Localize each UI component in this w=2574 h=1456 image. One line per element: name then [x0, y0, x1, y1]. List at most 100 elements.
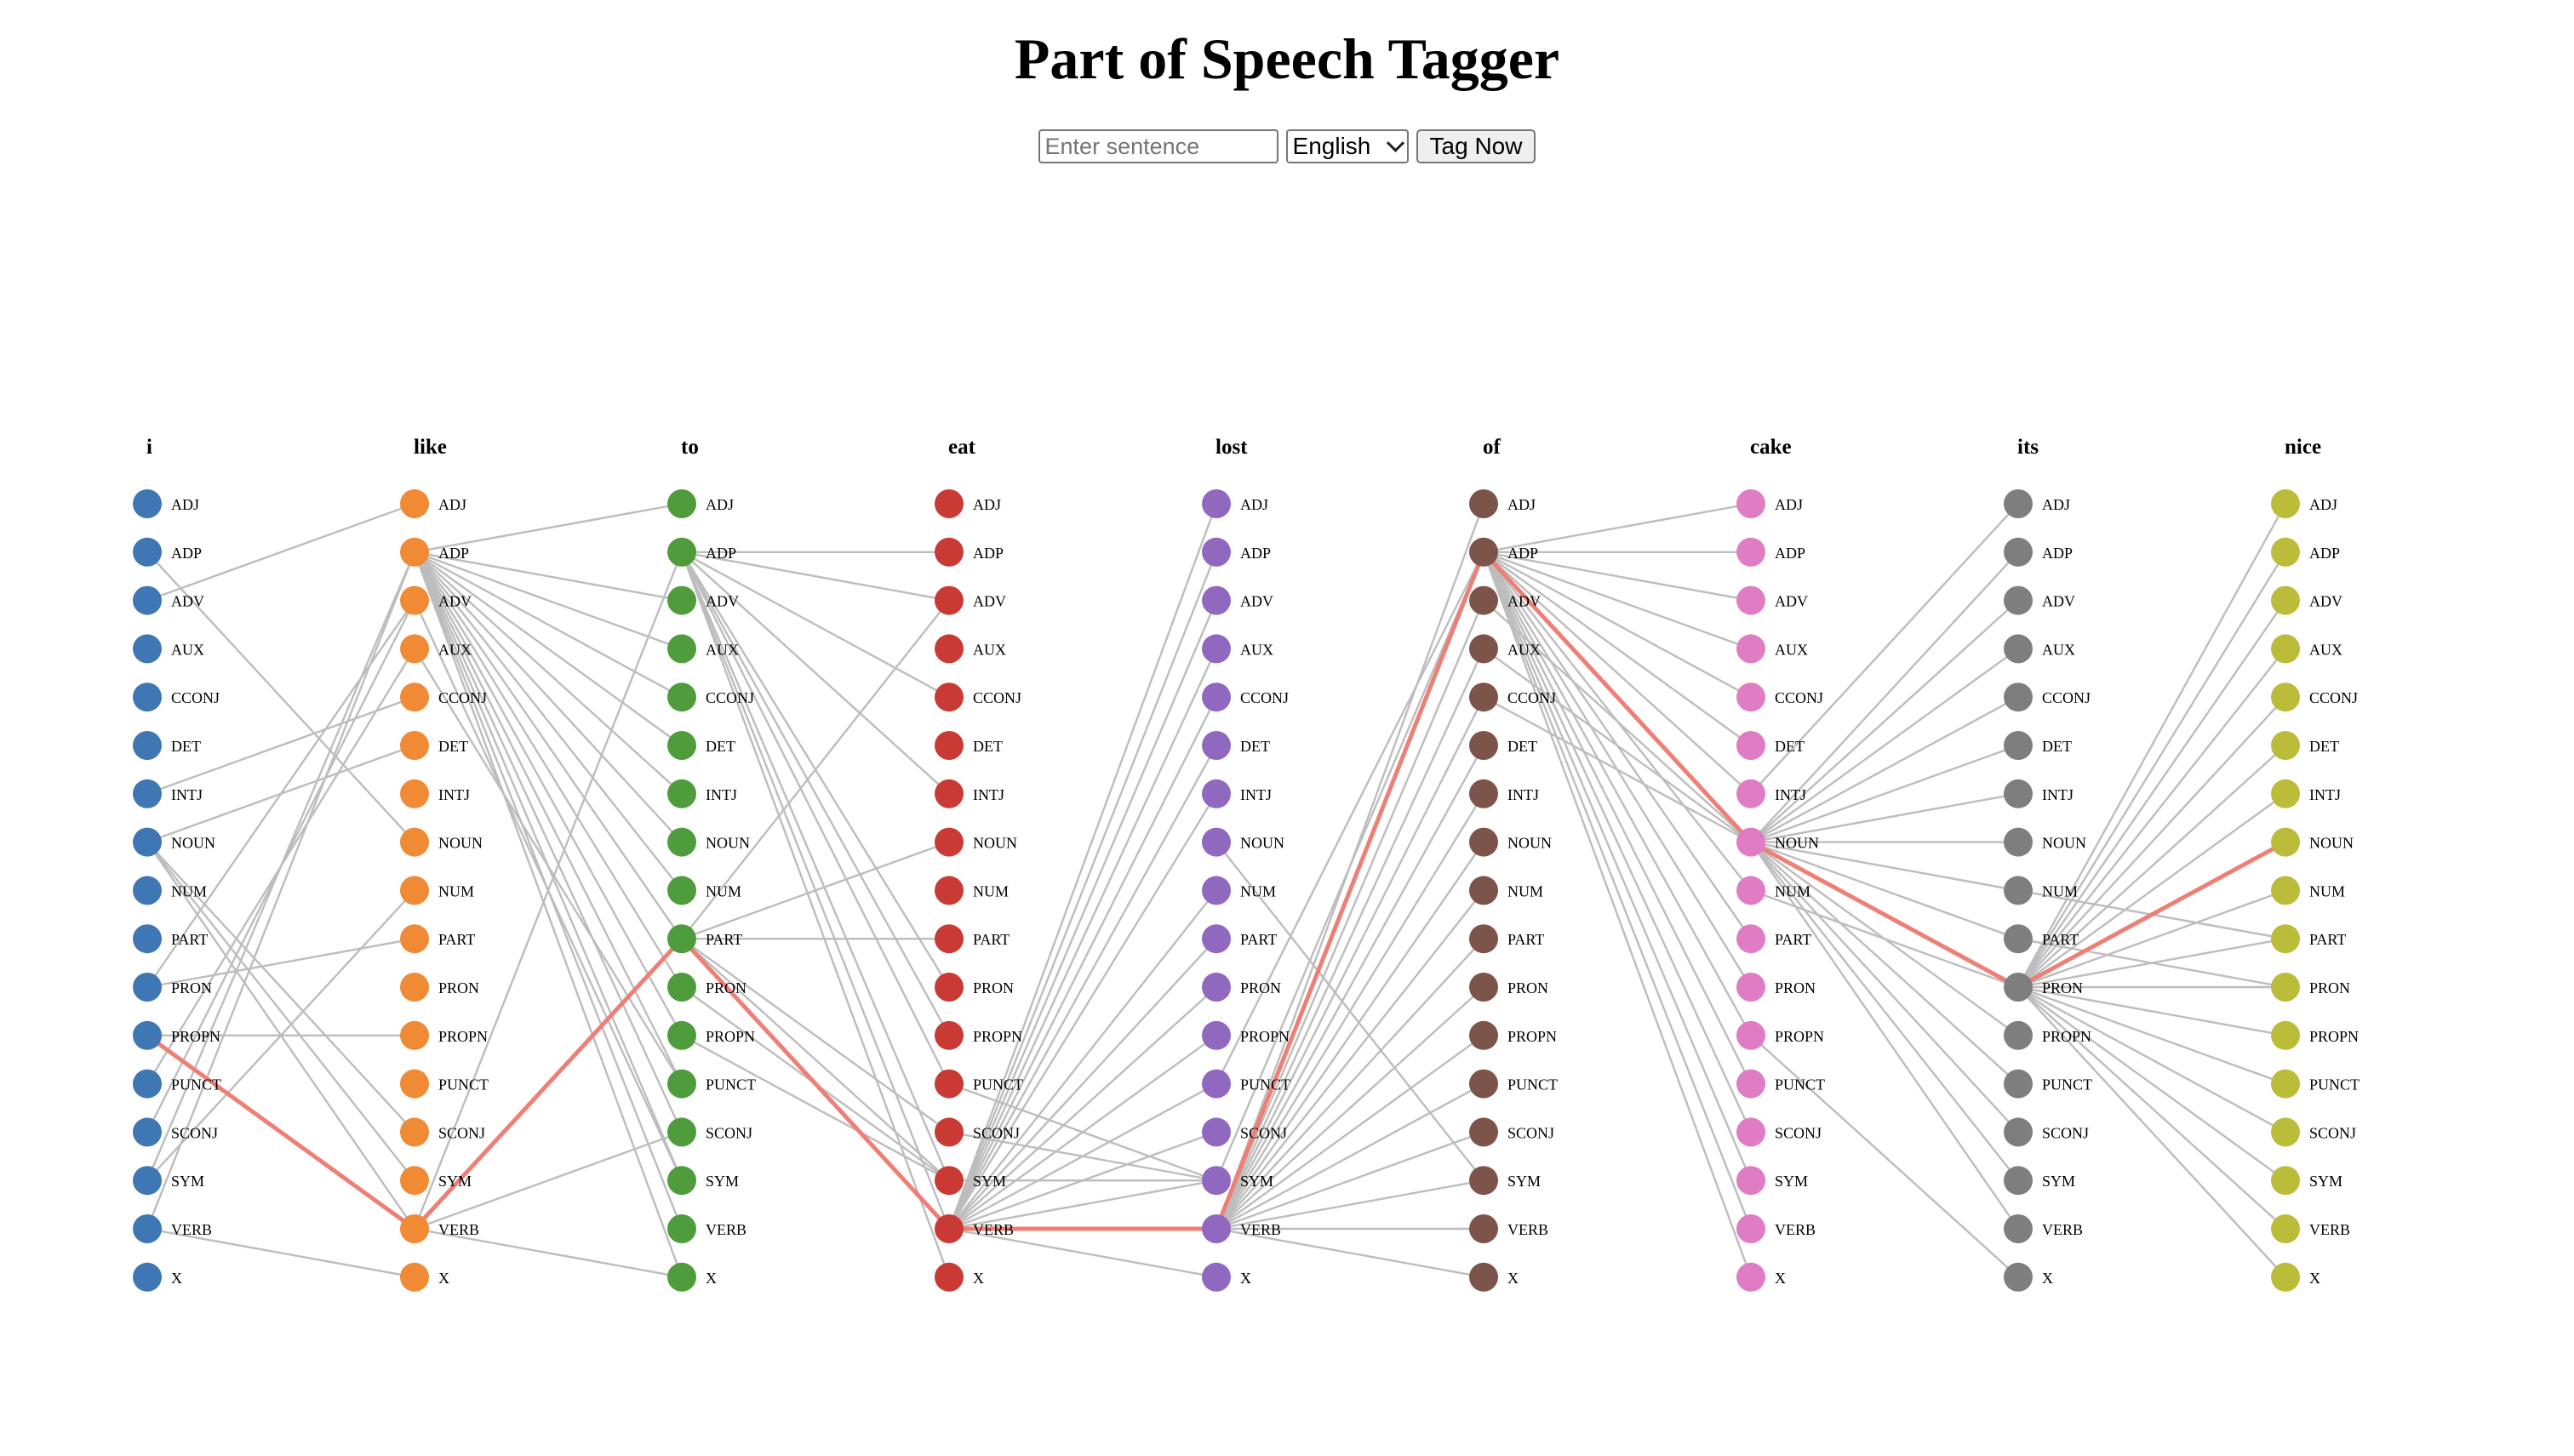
tag-node[interactable] — [2271, 1262, 2300, 1292]
tag-node[interactable] — [133, 682, 162, 712]
tag-node[interactable] — [1469, 1117, 1498, 1147]
tag-node[interactable] — [1202, 489, 1231, 518]
tag-node[interactable] — [133, 876, 162, 905]
tag-node[interactable] — [2271, 537, 2300, 567]
tag-node[interactable] — [133, 489, 162, 518]
tag-node[interactable] — [1736, 1020, 1765, 1050]
tag-node[interactable] — [667, 827, 696, 857]
tag-node[interactable] — [1736, 1069, 1765, 1099]
tag-node[interactable] — [2004, 731, 2033, 760]
tag-node[interactable] — [400, 489, 429, 518]
tag-node[interactable] — [1469, 1166, 1498, 1196]
tag-node[interactable] — [667, 924, 696, 954]
tag-node[interactable] — [1469, 731, 1498, 760]
tag-node[interactable] — [2004, 1020, 2033, 1050]
tag-node[interactable] — [1736, 827, 1765, 857]
tag-node[interactable] — [2271, 1117, 2300, 1147]
tag-node[interactable] — [1736, 876, 1765, 905]
tag-node[interactable] — [1736, 1166, 1765, 1196]
tag-node[interactable] — [667, 731, 696, 760]
tag-node[interactable] — [400, 682, 429, 712]
tag-node[interactable] — [1202, 1117, 1231, 1147]
tag-node[interactable] — [1469, 779, 1498, 808]
tag-node[interactable] — [133, 1214, 162, 1243]
tag-node[interactable] — [935, 537, 964, 567]
tag-node[interactable] — [935, 924, 964, 954]
tag-node[interactable] — [400, 1069, 429, 1099]
tag-node[interactable] — [133, 1117, 162, 1147]
tag-node[interactable] — [935, 1020, 964, 1050]
tag-node[interactable] — [667, 876, 696, 905]
tag-node[interactable] — [1736, 634, 1765, 664]
tag-node[interactable] — [2271, 876, 2300, 905]
tag-node[interactable] — [667, 537, 696, 567]
tag-node[interactable] — [935, 1214, 964, 1243]
tag-node[interactable] — [1202, 876, 1231, 905]
tag-node[interactable] — [1202, 634, 1231, 664]
tag-node[interactable] — [2271, 1020, 2300, 1050]
tag-node[interactable] — [1202, 827, 1231, 857]
tag-node[interactable] — [1202, 1069, 1231, 1099]
tag-node[interactable] — [2271, 779, 2300, 808]
tag-node[interactable] — [935, 731, 964, 760]
tag-node[interactable] — [1469, 634, 1498, 664]
tag-node[interactable] — [667, 682, 696, 712]
tag-node[interactable] — [2004, 1262, 2033, 1292]
tag-node[interactable] — [667, 1262, 696, 1292]
tag-node[interactable] — [133, 1020, 162, 1050]
tag-node[interactable] — [935, 876, 964, 905]
tag-node[interactable] — [133, 634, 162, 664]
tag-node[interactable] — [2004, 876, 2033, 905]
tag-node[interactable] — [1736, 489, 1765, 518]
tag-node[interactable] — [2004, 973, 2033, 1002]
tag-node[interactable] — [400, 537, 429, 567]
tag-node[interactable] — [2271, 489, 2300, 518]
tag-node[interactable] — [400, 731, 429, 760]
tag-node[interactable] — [400, 924, 429, 954]
tag-node[interactable] — [935, 1166, 964, 1196]
tag-node[interactable] — [2271, 634, 2300, 664]
tag-node[interactable] — [400, 1117, 429, 1147]
tag-node[interactable] — [1202, 1262, 1231, 1292]
tag-node[interactable] — [1469, 537, 1498, 567]
tag-node[interactable] — [1736, 585, 1765, 615]
tag-node[interactable] — [2004, 1069, 2033, 1099]
tag-node[interactable] — [1469, 876, 1498, 905]
tag-node[interactable] — [667, 634, 696, 664]
tag-node[interactable] — [667, 973, 696, 1002]
tag-node[interactable] — [1469, 682, 1498, 712]
tag-node[interactable] — [1736, 682, 1765, 712]
tag-node[interactable] — [2004, 682, 2033, 712]
tag-node[interactable] — [935, 779, 964, 808]
tag-node[interactable] — [2004, 924, 2033, 954]
tag-node[interactable] — [935, 682, 964, 712]
tag-node[interactable] — [2004, 779, 2033, 808]
tag-node[interactable] — [2004, 1214, 2033, 1243]
tag-node[interactable] — [2004, 489, 2033, 518]
tag-node[interactable] — [1469, 827, 1498, 857]
tag-node[interactable] — [1202, 973, 1231, 1002]
tag-node[interactable] — [1202, 731, 1231, 760]
tag-node[interactable] — [1736, 537, 1765, 567]
tag-node[interactable] — [400, 827, 429, 857]
tag-node[interactable] — [667, 1020, 696, 1050]
tag-node[interactable] — [1469, 1262, 1498, 1292]
tag-node[interactable] — [2004, 827, 2033, 857]
tag-node[interactable] — [667, 585, 696, 615]
tag-node[interactable] — [667, 1214, 696, 1243]
tag-node[interactable] — [935, 973, 964, 1002]
tag-node[interactable] — [2271, 731, 2300, 760]
tag-node[interactable] — [1202, 585, 1231, 615]
tag-node[interactable] — [1469, 1020, 1498, 1050]
tag-node[interactable] — [133, 537, 162, 567]
tag-node[interactable] — [2004, 634, 2033, 664]
tag-node[interactable] — [1736, 1214, 1765, 1243]
tag-node[interactable] — [935, 1069, 964, 1099]
tag-node[interactable] — [400, 1262, 429, 1292]
tag-node[interactable] — [1736, 731, 1765, 760]
tag-node[interactable] — [400, 1020, 429, 1050]
tag-node[interactable] — [935, 1262, 964, 1292]
tag-node[interactable] — [2271, 682, 2300, 712]
tag-node[interactable] — [935, 634, 964, 664]
tag-node[interactable] — [133, 827, 162, 857]
